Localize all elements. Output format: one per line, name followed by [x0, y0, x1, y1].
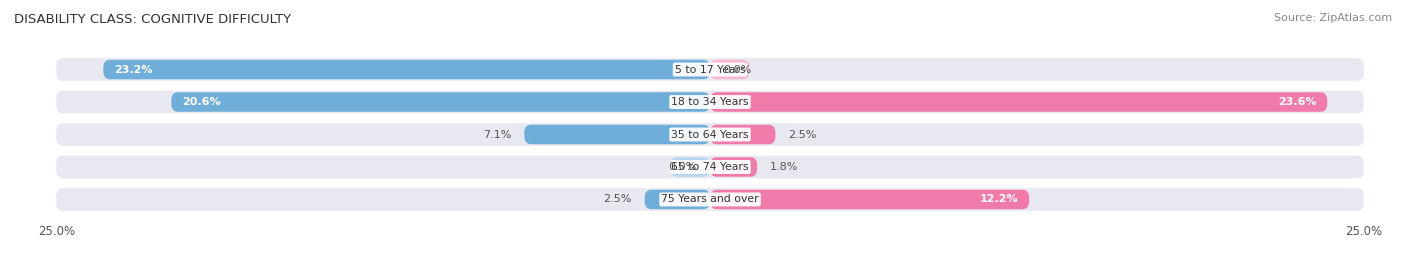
Text: 2.5%: 2.5%: [603, 194, 631, 204]
FancyBboxPatch shape: [56, 123, 1364, 146]
FancyBboxPatch shape: [710, 190, 1029, 209]
FancyBboxPatch shape: [710, 157, 756, 177]
FancyBboxPatch shape: [56, 155, 1364, 178]
FancyBboxPatch shape: [710, 92, 1327, 112]
FancyBboxPatch shape: [710, 60, 749, 79]
Text: 75 Years and over: 75 Years and over: [661, 194, 759, 204]
FancyBboxPatch shape: [524, 125, 710, 144]
FancyBboxPatch shape: [644, 190, 710, 209]
Text: 35 to 64 Years: 35 to 64 Years: [671, 129, 749, 140]
Text: 18 to 34 Years: 18 to 34 Years: [671, 97, 749, 107]
Text: 2.5%: 2.5%: [789, 129, 817, 140]
FancyBboxPatch shape: [671, 157, 710, 177]
FancyBboxPatch shape: [56, 58, 1364, 81]
Text: DISABILITY CLASS: COGNITIVE DIFFICULTY: DISABILITY CLASS: COGNITIVE DIFFICULTY: [14, 13, 291, 26]
FancyBboxPatch shape: [172, 92, 710, 112]
Text: 5 to 17 Years: 5 to 17 Years: [675, 65, 745, 75]
FancyBboxPatch shape: [56, 91, 1364, 114]
FancyBboxPatch shape: [710, 125, 776, 144]
FancyBboxPatch shape: [56, 188, 1364, 211]
Text: 23.6%: 23.6%: [1278, 97, 1317, 107]
Text: 0.0%: 0.0%: [669, 162, 697, 172]
Text: 7.1%: 7.1%: [482, 129, 512, 140]
Text: Source: ZipAtlas.com: Source: ZipAtlas.com: [1274, 13, 1392, 23]
Text: 23.2%: 23.2%: [114, 65, 152, 75]
Text: 12.2%: 12.2%: [980, 194, 1018, 204]
Text: 20.6%: 20.6%: [181, 97, 221, 107]
Text: 1.8%: 1.8%: [770, 162, 799, 172]
Text: 0.0%: 0.0%: [723, 65, 751, 75]
Text: 65 to 74 Years: 65 to 74 Years: [671, 162, 749, 172]
FancyBboxPatch shape: [103, 60, 710, 79]
